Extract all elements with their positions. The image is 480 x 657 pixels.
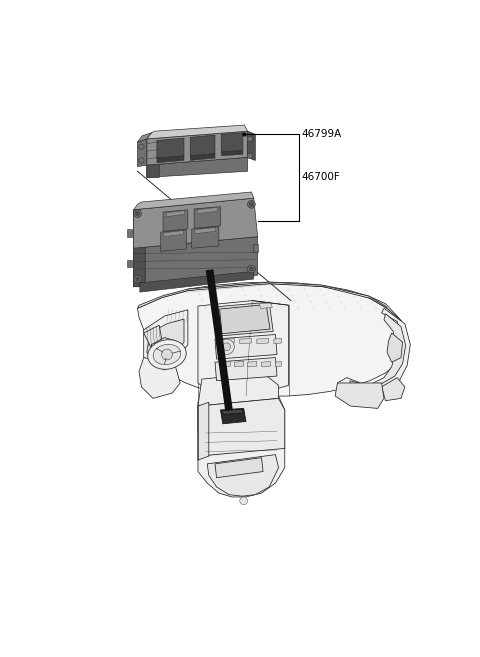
Polygon shape [190, 135, 215, 156]
Circle shape [248, 265, 255, 273]
Polygon shape [147, 158, 248, 177]
Polygon shape [248, 131, 255, 160]
Polygon shape [188, 282, 387, 308]
Circle shape [139, 158, 144, 163]
Polygon shape [215, 357, 277, 380]
Polygon shape [164, 231, 183, 237]
Polygon shape [163, 210, 188, 231]
Ellipse shape [148, 340, 186, 369]
Polygon shape [337, 308, 410, 398]
Polygon shape [215, 334, 277, 359]
Polygon shape [257, 338, 268, 344]
Circle shape [223, 343, 230, 351]
Polygon shape [248, 361, 257, 367]
Polygon shape [220, 409, 246, 424]
Polygon shape [166, 210, 185, 217]
Polygon shape [350, 313, 406, 390]
Polygon shape [223, 338, 234, 344]
Circle shape [247, 136, 252, 142]
Polygon shape [222, 409, 244, 415]
Polygon shape [221, 361, 230, 367]
Polygon shape [127, 260, 132, 267]
Text: 46700F: 46700F [302, 172, 340, 183]
Polygon shape [240, 338, 252, 344]
Polygon shape [157, 138, 184, 158]
Polygon shape [133, 198, 258, 248]
Polygon shape [194, 207, 220, 228]
Polygon shape [335, 383, 384, 409]
Polygon shape [198, 402, 209, 460]
Polygon shape [152, 338, 175, 370]
Polygon shape [139, 357, 180, 398]
Polygon shape [192, 227, 219, 248]
Circle shape [250, 267, 253, 271]
Circle shape [248, 200, 255, 208]
Polygon shape [127, 229, 132, 237]
Polygon shape [216, 302, 273, 336]
Polygon shape [382, 378, 405, 401]
Polygon shape [198, 301, 288, 393]
Circle shape [133, 275, 142, 283]
Polygon shape [137, 139, 147, 167]
Polygon shape [147, 131, 248, 165]
Polygon shape [234, 361, 244, 367]
Polygon shape [198, 398, 285, 456]
Polygon shape [144, 325, 162, 348]
Polygon shape [198, 396, 285, 476]
Polygon shape [262, 361, 271, 367]
Polygon shape [198, 447, 285, 497]
Polygon shape [147, 319, 184, 362]
Circle shape [162, 349, 172, 360]
Circle shape [135, 277, 139, 281]
Polygon shape [387, 333, 403, 362]
Polygon shape [140, 271, 254, 292]
Circle shape [240, 497, 248, 505]
Polygon shape [215, 458, 263, 478]
Polygon shape [157, 156, 184, 163]
Circle shape [139, 144, 144, 149]
Polygon shape [137, 284, 407, 396]
Polygon shape [253, 244, 258, 252]
Polygon shape [197, 208, 217, 214]
Polygon shape [276, 361, 282, 367]
Polygon shape [147, 133, 159, 177]
Circle shape [135, 212, 139, 215]
Polygon shape [274, 338, 282, 344]
Polygon shape [133, 192, 254, 210]
Polygon shape [221, 133, 243, 152]
Polygon shape [147, 125, 248, 139]
Polygon shape [259, 303, 272, 308]
Ellipse shape [153, 344, 181, 365]
Polygon shape [195, 227, 216, 234]
Circle shape [250, 202, 253, 206]
Polygon shape [161, 230, 186, 252]
Polygon shape [133, 206, 145, 286]
Circle shape [219, 339, 234, 355]
Polygon shape [144, 310, 188, 367]
Polygon shape [198, 373, 278, 406]
Polygon shape [221, 150, 243, 156]
Text: 46799A: 46799A [302, 129, 342, 139]
Circle shape [247, 153, 252, 158]
Polygon shape [220, 304, 270, 334]
Polygon shape [137, 133, 152, 142]
Polygon shape [137, 282, 401, 321]
Polygon shape [190, 154, 215, 160]
Polygon shape [133, 237, 258, 286]
Circle shape [133, 210, 142, 217]
Polygon shape [207, 455, 278, 496]
